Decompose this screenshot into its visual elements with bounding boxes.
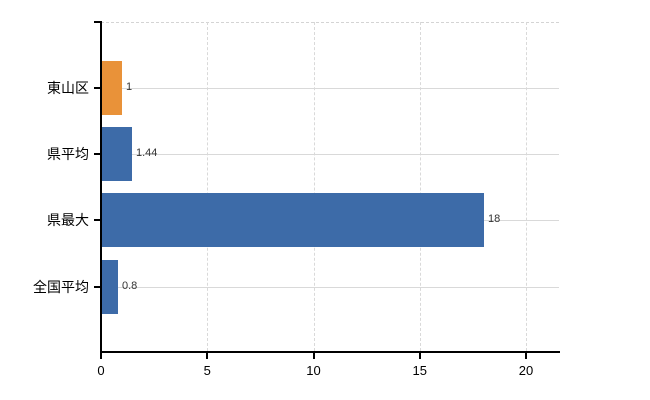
gridline-vertical	[526, 22, 527, 351]
category-tick-mark	[94, 286, 101, 288]
bar-value-label: 1	[126, 81, 133, 93]
category-tick-mark	[94, 87, 101, 89]
category-label: 東山区	[47, 80, 89, 96]
bar-1	[101, 61, 122, 115]
bar-value-label: 18	[488, 213, 501, 225]
x-axis-tick-label: 20	[518, 363, 534, 378]
category-label: 県平均	[47, 146, 89, 162]
gridline-horizontal	[101, 88, 559, 89]
bar-value-label: 0.8	[122, 280, 138, 292]
x-axis-tick-label: 15	[412, 363, 427, 378]
x-axis-tick-label: 0	[97, 363, 105, 378]
x-axis-tick-mark	[206, 353, 209, 359]
x-axis-tick-mark	[312, 353, 315, 359]
gridline-horizontal	[101, 154, 559, 155]
y-axis-line	[100, 21, 102, 352]
category-label: 県最大	[47, 212, 89, 228]
x-axis-tick-mark	[100, 353, 102, 359]
category-tick-mark	[94, 153, 101, 155]
x-axis-tick-mark	[418, 353, 421, 359]
bar-2	[101, 127, 132, 181]
chart-top-border	[101, 22, 559, 23]
gridline-vertical	[313, 22, 315, 351]
gridline-vertical	[419, 22, 421, 351]
bar-3	[101, 193, 484, 247]
gridline-horizontal	[101, 287, 559, 288]
category-tick-mark	[94, 219, 101, 221]
category-label: 全国平均	[33, 279, 89, 295]
x-axis-tick-label: 10	[306, 363, 321, 378]
bar-4	[101, 260, 118, 314]
bar-value-label: 1.44	[136, 147, 158, 159]
gridline-vertical	[207, 22, 209, 351]
y-axis-top-tick	[94, 21, 101, 23]
x-axis-tick-label: 5	[203, 363, 211, 378]
x-axis-line	[100, 351, 560, 353]
x-axis-tick-mark	[525, 353, 527, 359]
